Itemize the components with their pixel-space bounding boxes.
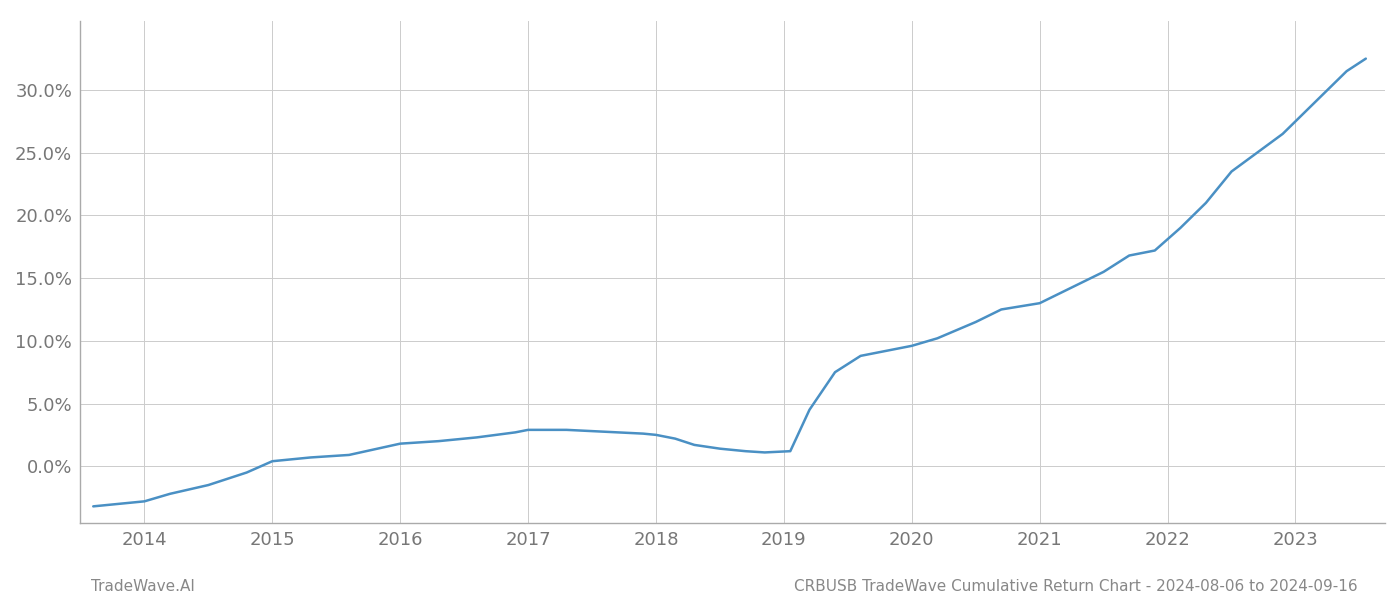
Text: TradeWave.AI: TradeWave.AI	[91, 579, 195, 594]
Text: CRBUSB TradeWave Cumulative Return Chart - 2024-08-06 to 2024-09-16: CRBUSB TradeWave Cumulative Return Chart…	[794, 579, 1358, 594]
